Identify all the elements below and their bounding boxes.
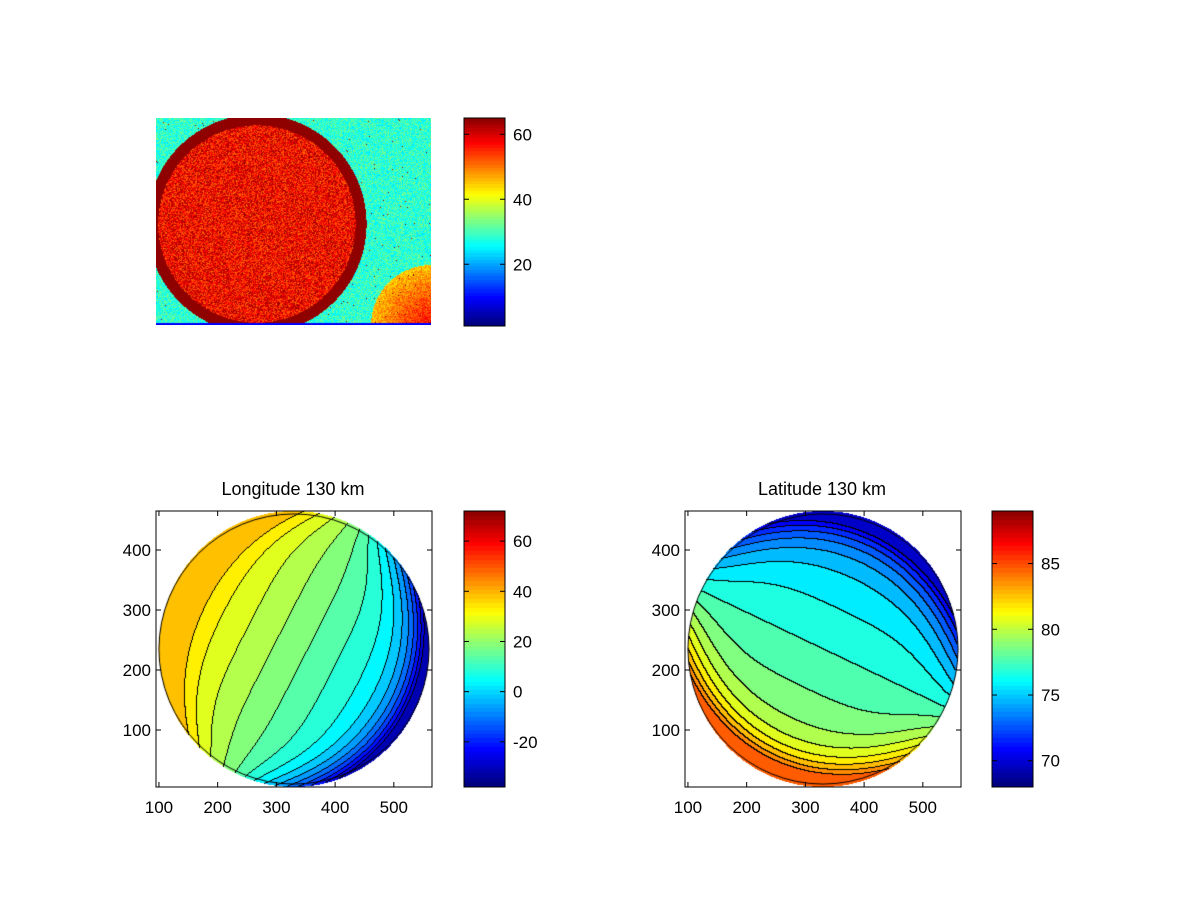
y-tick-label: 400	[123, 541, 151, 560]
latitude-colorbar-gradient	[992, 511, 1033, 787]
colorbar-tick-label: 40	[513, 190, 532, 209]
latitude-axis-ticks: 100 200 300 400 500 100 200 300 400	[652, 511, 961, 817]
latitude-title: Latitude 130 km	[758, 479, 886, 499]
x-tick-label: 500	[380, 798, 408, 817]
y-tick-label: 200	[123, 661, 151, 680]
y-tick-label: 200	[652, 661, 680, 680]
longitude-title: Longitude 130 km	[221, 479, 364, 499]
longitude-axes: 100 200 300 400 500 100 200 300 400	[123, 510, 433, 817]
colorbar-tick-label: 85	[1041, 555, 1060, 574]
colorbar-tick-label: 60	[513, 125, 532, 144]
y-tick-label: 300	[123, 601, 151, 620]
image-colorbar-ticks: 20 40 60	[464, 125, 532, 274]
colorbar-tick-label: 40	[513, 582, 532, 601]
latitude-axes: 100 200 300 400 500 100 200 300 400	[652, 510, 962, 817]
y-tick-label: 400	[652, 541, 680, 560]
latitude-heatmap	[685, 511, 961, 787]
x-tick-label: 100	[145, 798, 173, 817]
longitude-colorbar-ticks: -20 0 20 40 60	[464, 532, 538, 752]
image-heatmap	[156, 118, 431, 325]
x-tick-label: 300	[262, 798, 290, 817]
y-tick-label: 100	[652, 721, 680, 740]
x-tick-label: 200	[203, 798, 231, 817]
latitude-colorbar: 70 75 80 85	[991, 510, 1060, 788]
image-panel	[156, 118, 431, 325]
longitude-axis-ticks: 100 200 300 400 500 100 200 300 400	[123, 511, 432, 817]
latitude-colorbar-frame	[991, 510, 1034, 788]
longitude-heatmap	[156, 511, 432, 787]
latitude-colorbar-ticks: 70 75 80 85	[992, 555, 1060, 771]
colorbar-tick-label: 75	[1041, 686, 1060, 705]
colorbar-tick-label: 70	[1041, 752, 1060, 771]
image-colorbar: 20 40 60	[463, 117, 532, 327]
x-tick-label: 500	[909, 798, 937, 817]
colorbar-tick-label: -20	[513, 733, 538, 752]
x-tick-label: 200	[732, 798, 760, 817]
x-tick-label: 300	[791, 798, 819, 817]
colorbar-tick-label: 20	[513, 632, 532, 651]
x-tick-label: 400	[321, 798, 349, 817]
latitude-axes-frame	[684, 510, 962, 788]
colorbar-tick-label: 80	[1041, 620, 1060, 639]
colorbar-tick-label: 20	[513, 255, 532, 274]
x-tick-label: 100	[674, 798, 702, 817]
colorbar-tick-label: 0	[513, 683, 522, 702]
longitude-axes-frame	[155, 510, 433, 788]
colorbar-tick-label: 60	[513, 532, 532, 551]
longitude-colorbar-gradient	[464, 511, 505, 787]
image-colorbar-gradient	[464, 118, 505, 326]
image-colorbar-frame	[463, 117, 506, 327]
longitude-colorbar: -20 0 20 40 60	[463, 510, 538, 788]
y-tick-label: 100	[123, 721, 151, 740]
x-tick-label: 400	[850, 798, 878, 817]
y-tick-label: 300	[652, 601, 680, 620]
longitude-colorbar-frame	[463, 510, 506, 788]
